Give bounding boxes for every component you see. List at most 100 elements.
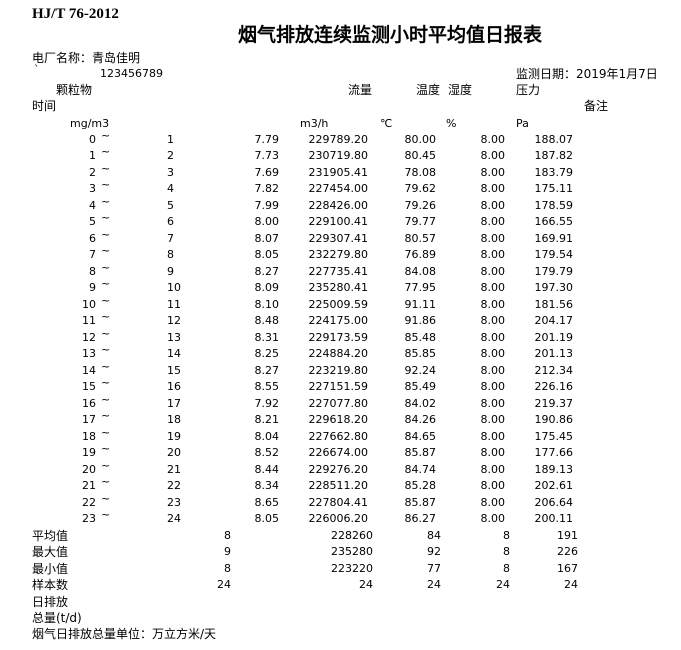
pressure: 202.61 — [534, 479, 574, 493]
hour-start: 21 — [82, 479, 96, 493]
particulate: 8.48 — [254, 314, 280, 328]
humidity: 8.00 — [480, 182, 506, 196]
pressure: 201.13 — [534, 347, 574, 361]
flow: 224884.20 — [308, 347, 369, 361]
humidity: 8.00 — [480, 133, 506, 146]
pressure: 189.13 — [534, 462, 574, 476]
pressure: 191 — [557, 529, 578, 542]
flow: 225009.59 — [308, 297, 369, 311]
pressure: 175.45 — [534, 429, 574, 443]
humidity: 24 — [496, 578, 510, 592]
pressure: 178.59 — [534, 198, 574, 212]
particulate: 8.07 — [254, 231, 280, 245]
hour-start: 2 — [89, 165, 96, 179]
flow: 229307.41 — [308, 231, 369, 245]
humidity: 8.00 — [480, 429, 506, 443]
separator: ~ — [101, 277, 111, 291]
hour-end: 18 — [167, 413, 181, 427]
flow: 223220 — [331, 561, 373, 575]
flow: 227804.41 — [308, 495, 369, 509]
hour-end: 7 — [167, 231, 174, 245]
humidity: 8.00 — [480, 363, 506, 377]
flow: 227454.00 — [308, 182, 369, 196]
humidity: 8.00 — [480, 396, 506, 410]
particulate: 7.82 — [254, 182, 280, 196]
hour-end: 21 — [167, 462, 181, 476]
temperature: 80.57 — [404, 231, 437, 245]
flow: 235280 — [331, 545, 373, 559]
temperature: 84.74 — [404, 462, 437, 476]
summary-label: 最小值 — [32, 561, 69, 576]
hour-start: 5 — [89, 215, 96, 229]
pressure: 197.30 — [534, 281, 574, 295]
particulate: 8.65 — [254, 495, 280, 509]
hour-start: 14 — [82, 363, 96, 377]
hour-start: 4 — [89, 198, 96, 212]
particulate: 8 — [224, 561, 231, 575]
particulate: 8.10 — [254, 297, 280, 311]
particulate: 7.69 — [254, 165, 280, 179]
mark: ` — [34, 63, 40, 76]
particulate: 8.52 — [254, 446, 280, 460]
humidity: 8.00 — [480, 297, 506, 311]
pressure: 181.56 — [534, 297, 574, 311]
pressure: 226 — [557, 545, 578, 559]
pressure: 24 — [564, 578, 578, 592]
temperature: 79.62 — [404, 182, 437, 196]
pressure: 219.37 — [534, 396, 574, 410]
humidity: 8.00 — [480, 413, 506, 427]
particulate: 8.21 — [254, 413, 280, 427]
hour-start: 11 — [82, 314, 96, 328]
particulate: 8.04 — [254, 429, 280, 443]
humidity: 8.00 — [480, 462, 506, 476]
hour-end: 16 — [167, 380, 181, 394]
temperature: 85.49 — [404, 380, 437, 394]
particulate: 7.99 — [254, 198, 280, 212]
separator: ~ — [101, 475, 111, 489]
particulate: 8 — [224, 529, 231, 542]
particulate: 8.05 — [254, 248, 280, 262]
flow: 228260 — [331, 529, 373, 542]
flow: 232279.80 — [308, 248, 369, 262]
temperature: 91.86 — [404, 314, 437, 328]
humidity: 8.00 — [480, 149, 506, 163]
plant-name: 电厂名称：青岛佳明 — [32, 51, 141, 65]
pressure: 212.34 — [534, 363, 574, 377]
humidity: 8 — [503, 529, 510, 542]
hour-start: 23 — [82, 512, 96, 526]
flow: 228426.00 — [308, 198, 369, 212]
humidity: 8.00 — [480, 215, 506, 229]
column-header: 时间 — [32, 99, 57, 113]
summary-label: 总量(t/d) — [32, 611, 82, 625]
temperature: 76.89 — [404, 248, 437, 262]
humidity: 8.00 — [480, 446, 506, 460]
temperature: 77.95 — [404, 281, 437, 295]
column-header: 温度 — [416, 83, 441, 97]
hour-start: 18 — [82, 429, 96, 443]
hour-end: 23 — [167, 495, 181, 509]
unit: ℃ — [380, 117, 393, 130]
pressure: 177.66 — [534, 446, 574, 460]
separator: ~ — [101, 145, 111, 159]
hour-end: 19 — [167, 429, 181, 443]
particulate: 8.31 — [254, 330, 280, 344]
hour-start: 6 — [89, 231, 96, 245]
separator: ~ — [101, 376, 111, 390]
summary-label: 平均值 — [32, 529, 69, 543]
temperature: 84.08 — [404, 264, 437, 278]
hour-end: 13 — [167, 330, 181, 344]
flow: 229789.20 — [308, 133, 369, 146]
particulate: 7.79 — [254, 133, 280, 146]
particulate: 7.92 — [254, 396, 280, 410]
report-date: 监测日期：2019年1月7日 — [516, 67, 658, 81]
flow: 227077.80 — [308, 396, 369, 410]
pressure: 226.16 — [534, 380, 574, 394]
summary-label: 样本数 — [32, 578, 69, 593]
hour-start: 9 — [89, 281, 96, 295]
pressure: 179.79 — [534, 264, 574, 278]
pressure: 169.91 — [534, 231, 574, 245]
separator: ~ — [101, 409, 111, 423]
humidity: 8 — [503, 545, 510, 559]
temperature: 78.08 — [404, 165, 437, 179]
